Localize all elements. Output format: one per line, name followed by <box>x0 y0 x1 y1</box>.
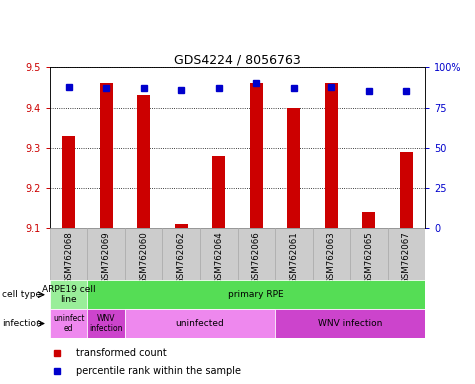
Bar <box>50 228 87 280</box>
Text: primary RPE: primary RPE <box>228 290 284 299</box>
Text: GSM762069: GSM762069 <box>102 231 111 284</box>
Text: percentile rank within the sample: percentile rank within the sample <box>76 366 241 376</box>
Text: GSM762062: GSM762062 <box>177 231 186 284</box>
Text: uninfected: uninfected <box>176 319 224 328</box>
Bar <box>238 228 275 280</box>
Bar <box>62 136 75 228</box>
Bar <box>87 228 125 280</box>
Text: GSM762067: GSM762067 <box>402 231 411 284</box>
Bar <box>275 228 313 280</box>
Bar <box>313 228 350 280</box>
Bar <box>125 228 162 280</box>
Bar <box>212 156 225 228</box>
Bar <box>125 309 275 338</box>
Bar <box>50 309 87 338</box>
Text: GSM762064: GSM762064 <box>214 231 223 284</box>
Text: WNV
infection: WNV infection <box>89 314 123 333</box>
Text: GSM762063: GSM762063 <box>327 231 336 284</box>
Text: uninfect
ed: uninfect ed <box>53 314 85 333</box>
Bar <box>388 228 425 280</box>
Bar <box>100 83 113 228</box>
Bar <box>287 108 300 228</box>
Title: GDS4224 / 8056763: GDS4224 / 8056763 <box>174 53 301 66</box>
Bar <box>87 309 125 338</box>
Bar <box>50 280 87 309</box>
Text: GSM762061: GSM762061 <box>289 231 298 284</box>
Text: GSM762065: GSM762065 <box>364 231 373 284</box>
Bar <box>137 96 150 228</box>
Text: GSM762060: GSM762060 <box>139 231 148 284</box>
Bar <box>175 225 188 228</box>
Bar <box>325 83 338 228</box>
Bar <box>400 152 413 228</box>
Bar <box>275 309 425 338</box>
Text: cell type: cell type <box>2 290 41 299</box>
Bar <box>200 228 238 280</box>
Text: transformed count: transformed count <box>76 348 167 358</box>
Text: WNV infection: WNV infection <box>318 319 382 328</box>
Bar <box>162 228 200 280</box>
Text: GSM762066: GSM762066 <box>252 231 261 284</box>
Bar <box>350 228 388 280</box>
Text: ARPE19 cell
line: ARPE19 cell line <box>42 285 95 305</box>
Text: infection: infection <box>2 319 42 328</box>
Bar <box>362 212 375 228</box>
Text: GSM762068: GSM762068 <box>64 231 73 284</box>
Bar <box>250 83 263 228</box>
